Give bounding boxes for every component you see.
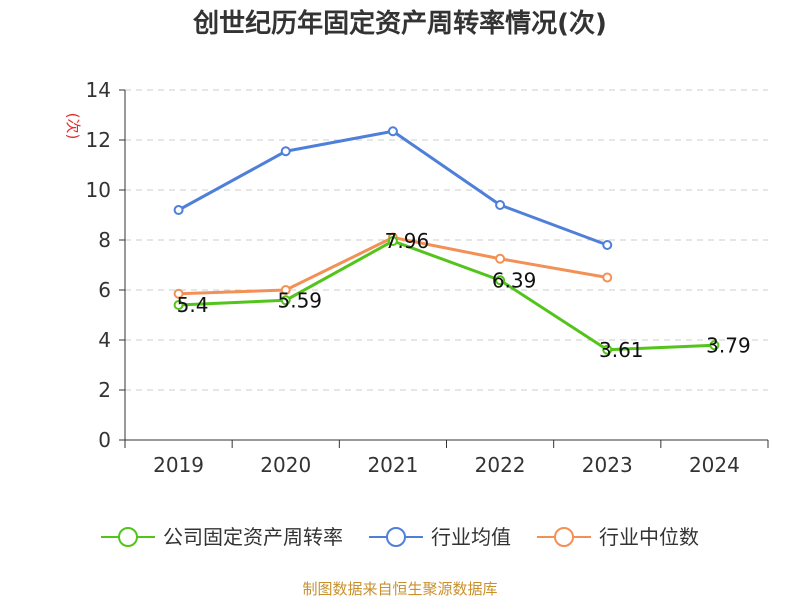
legend-item: 公司固定资产周转率 — [101, 525, 343, 549]
data-label: 5.4 — [177, 293, 209, 317]
legend-marker — [554, 527, 574, 547]
series-line — [177, 129, 609, 247]
series-line — [177, 239, 716, 352]
grid-lines — [125, 89, 768, 391]
axes: 0 2 4 6 8 10 12 14 2019 2020 2021 2022 2023 2024 — [86, 78, 769, 477]
legend-label: 公司固定资产周转率 — [163, 525, 343, 549]
data-point — [280, 285, 291, 295]
data-point — [173, 288, 184, 299]
data-label: 6.39 — [492, 268, 537, 292]
y-tick-label: 12 — [86, 128, 111, 152]
data-labels: 5.4 5.59 7.96 6.39 3.61 3.79 — [177, 229, 751, 362]
data-label: 7.96 — [385, 229, 430, 253]
data-point — [495, 253, 506, 264]
legend-label: 行业中位数 — [599, 525, 699, 549]
y-tick-label: 10 — [86, 178, 111, 202]
data-point — [387, 126, 398, 137]
legend-item: 行业均值 — [369, 525, 511, 549]
legend-marker — [386, 527, 406, 547]
x-tick-label: 2021 — [367, 453, 418, 477]
data-point — [173, 300, 184, 310]
y-tick-label: 4 — [98, 328, 111, 352]
legend-marker — [118, 527, 138, 547]
data-point — [280, 295, 291, 306]
data-label: 5.59 — [277, 288, 322, 312]
data-point — [280, 146, 291, 157]
legend: 公司固定资产周转率 行业均值 行业中位数 — [101, 525, 699, 549]
y-tick-label: 14 — [86, 78, 111, 102]
data-point — [602, 344, 613, 355]
data-label: 3.79 — [706, 333, 751, 357]
y-tick-label: 8 — [98, 228, 111, 252]
data-point — [602, 272, 613, 283]
x-tick-label: 2024 — [689, 453, 740, 477]
data-point — [495, 200, 506, 210]
y-tick-label: 6 — [98, 278, 111, 302]
x-tick-label: 2020 — [260, 453, 311, 477]
data-label: 3.61 — [599, 338, 644, 362]
x-tick-label: 2023 — [582, 453, 633, 477]
y-axis-label: (次) — [64, 113, 82, 140]
data-point — [173, 205, 184, 215]
y-tick-label: 2 — [98, 378, 111, 402]
x-tick-label: 2022 — [475, 453, 526, 477]
data-point — [709, 340, 720, 351]
data-point — [387, 236, 398, 246]
data-point — [495, 275, 506, 286]
data-point — [602, 240, 613, 250]
legend-item: 行业中位数 — [537, 525, 699, 549]
chart-title: 创世纪历年固定资产周转率情况(次) — [192, 8, 607, 39]
y-tick-label: 0 — [98, 428, 111, 452]
source-note: 制图数据来自恒生聚源数据库 — [302, 580, 497, 598]
x-tick-label: 2019 — [153, 453, 204, 477]
series-lines — [173, 126, 720, 355]
legend-label: 行业均值 — [431, 525, 511, 549]
